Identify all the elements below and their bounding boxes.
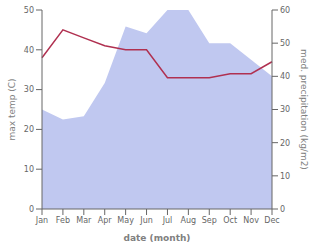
svg-text:med. precipitation (kg/m2): med. precipitation (kg/m2) [299, 49, 309, 170]
svg-text:Sep: Sep [202, 216, 217, 225]
svg-text:Jun: Jun [139, 216, 153, 225]
svg-text:60: 60 [280, 6, 290, 15]
svg-text:Mar: Mar [76, 216, 92, 225]
svg-text:Dec: Dec [264, 216, 279, 225]
svg-text:50: 50 [280, 39, 290, 48]
svg-text:max temp (C): max temp (C) [7, 78, 17, 140]
svg-text:50: 50 [24, 6, 34, 15]
svg-text:Nov: Nov [243, 216, 259, 225]
svg-text:Jul: Jul [162, 216, 173, 225]
svg-text:40: 40 [24, 46, 34, 55]
svg-text:20: 20 [24, 125, 34, 134]
svg-text:Apr: Apr [98, 216, 113, 225]
svg-text:Aug: Aug [181, 216, 197, 225]
svg-text:0: 0 [29, 205, 34, 214]
svg-text:0: 0 [280, 205, 285, 214]
svg-text:30: 30 [280, 105, 290, 114]
svg-text:10: 10 [280, 172, 290, 181]
svg-text:10: 10 [24, 165, 34, 174]
svg-text:40: 40 [280, 72, 290, 81]
svg-text:date (month): date (month) [124, 233, 191, 243]
svg-text:Jan: Jan [35, 216, 48, 225]
svg-text:Feb: Feb [56, 216, 70, 225]
svg-text:Oct: Oct [223, 216, 237, 225]
svg-text:May: May [117, 216, 134, 225]
svg-text:20: 20 [280, 139, 290, 148]
svg-text:30: 30 [24, 85, 34, 94]
